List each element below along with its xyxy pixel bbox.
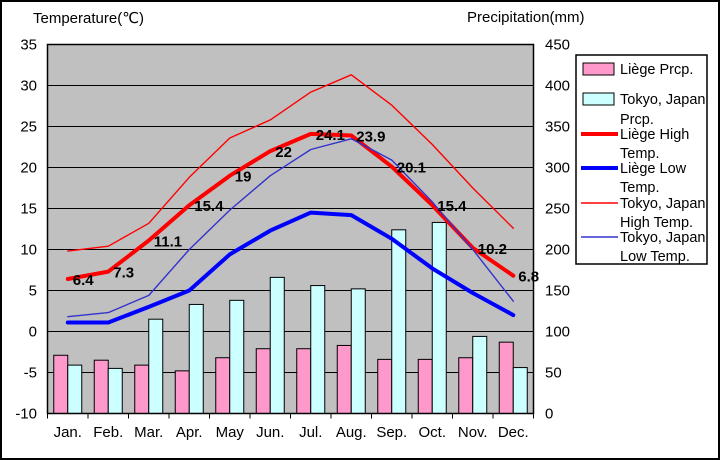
bar-liege-prcp-Nov (458, 357, 474, 414)
legend-label-liege-high-temp-line1: Liège High (620, 127, 689, 143)
x-axis-label-May: May (216, 424, 245, 441)
temp-tick-label-5: 5 (29, 283, 37, 300)
x-axis-label-Jul: Jul. (299, 424, 322, 441)
data-label-liege-high-temp-Mar: 11.1 (154, 233, 182, 250)
precip-tick-label-350: 350 (545, 119, 570, 136)
bar-liege-prcp-Aug (336, 344, 352, 414)
bar-tokyo-prcp-Oct (431, 221, 447, 414)
precip-tick-label-300: 300 (545, 160, 570, 177)
data-label-liege-high-temp-Sep: 20.1 (397, 160, 426, 177)
x-axis-label-Sep: Sep. (376, 424, 407, 441)
legend: Liège Prcp. Tokyo, Japan Prcp.Liège High Te… (575, 54, 708, 265)
x-axis-label-Oct: Oct. (418, 424, 446, 441)
precip-tick-label-0: 0 (545, 406, 553, 423)
temp-tick-label-20: 20 (20, 160, 37, 177)
temp-tick-label--10: -10 (15, 406, 37, 423)
bar-liege-prcp-Mar (134, 364, 150, 414)
line-liege-high-temp (65, 131, 516, 281)
data-label-liege-high-temp-Nov: 10.2 (478, 241, 507, 258)
temp-tick-label-30: 30 (20, 78, 37, 95)
x-axis-label-Dec: Dec. (498, 424, 529, 441)
temp-tick-label--5: -5 (24, 365, 37, 382)
legend-label-liege-high-temp-line2: Temp. (620, 146, 660, 162)
temp-tick-label-35: 35 (20, 37, 37, 54)
bar-tokyo-prcp-May (229, 299, 245, 414)
legend-label-tokyo-high-temp-line2: High Temp. (620, 215, 693, 231)
x-axis-label-Jan: Jan. (54, 424, 82, 441)
bar-tokyo-prcp-Nov (472, 335, 488, 415)
bar-tokyo-prcp-Mar (148, 318, 164, 415)
legend-label-liege-low-temp-line1: Liège Low (620, 161, 687, 177)
legend-label-tokyo-high-temp-line1: Tokyo, Japan (620, 196, 705, 212)
bar-tokyo-prcp-Jan (67, 364, 83, 414)
x-axis-label-Feb: Feb. (93, 424, 123, 441)
bar-tokyo-prcp-Dec (512, 367, 528, 414)
data-label-liege-high-temp-Jan: 6.4 (73, 272, 95, 289)
legend-label-tokyo-low-temp-line1: Tokyo, Japan (620, 230, 705, 246)
legend-swatch-tokyo-prcp (582, 92, 615, 106)
legend-label-liege-prcp-line1: Liège Prcp. (620, 62, 693, 78)
bar-liege-prcp-May (215, 357, 231, 414)
bar-tokyo-prcp-Aug (350, 288, 366, 414)
bar-liege-prcp-Sep (377, 358, 393, 415)
bar-liege-prcp-Jan (53, 354, 69, 414)
legend-box (575, 54, 708, 265)
x-axis-label-Mar: Mar. (134, 424, 163, 441)
data-label-liege-high-temp-Aug: 23.9 (356, 129, 385, 146)
data-label-liege-high-temp-May: 19 (235, 169, 252, 186)
temperature-axis-title: Temperature(℃) (33, 10, 145, 27)
bar-liege-prcp-Feb (93, 359, 109, 415)
bar-liege-prcp-Dec (498, 341, 514, 414)
x-axis-label-Aug: Aug. (336, 424, 367, 441)
precipitation-axis-title: Precipitation(mm) (467, 9, 585, 26)
precip-tick-label-400: 400 (545, 78, 570, 95)
bar-liege-prcp-Jun (255, 348, 271, 414)
legend-label-tokyo-low-temp-line2: Low Temp. (620, 249, 690, 265)
temp-tick-label-10: 10 (20, 242, 37, 259)
bar-liege-prcp-Jul (296, 348, 312, 414)
legend-label-liege-low-temp-line2: Temp. (620, 180, 660, 196)
precip-tick-label-450: 450 (545, 37, 570, 54)
temp-tick-label-25: 25 (20, 119, 37, 136)
precip-tick-label-100: 100 (545, 324, 570, 341)
temp-tick-label-15: 15 (20, 201, 37, 218)
line-tokyo-high-temp (67, 74, 514, 252)
x-axis-label-Apr: Apr. (176, 424, 203, 441)
bar-liege-prcp-Apr (174, 370, 190, 414)
x-axis-label-Nov: Nov. (458, 424, 488, 441)
data-label-liege-high-temp-Dec: 6.8 (518, 269, 539, 286)
precip-tick-label-50: 50 (545, 365, 562, 382)
bar-tokyo-prcp-Jun (269, 276, 285, 414)
precip-tick-label-200: 200 (545, 242, 570, 259)
bar-tokyo-prcp-Sep (391, 229, 407, 414)
x-axis-label-Jun: Jun. (256, 424, 284, 441)
bar-tokyo-prcp-Feb (107, 367, 123, 414)
data-label-liege-high-temp-Oct: 15.4 (437, 198, 467, 215)
legend-label-tokyo-prcp-line1: Tokyo, Japan (620, 92, 705, 108)
legend-label-tokyo-prcp-line2: Prcp. (620, 112, 654, 128)
data-label-liege-high-temp-Apr: 15.4 (194, 198, 224, 215)
precip-tick-label-150: 150 (545, 283, 570, 300)
temp-tick-label-0: 0 (29, 324, 37, 341)
data-label-liege-high-temp-Jun: 22 (275, 144, 292, 161)
line-liege-low-temp (65, 210, 516, 325)
bar-liege-prcp-Oct (417, 358, 433, 415)
data-label-liege-high-temp-Feb: 7.3 (113, 265, 134, 282)
legend-swatch-liege-prcp (582, 62, 615, 76)
data-label-liege-high-temp-Jul: 24.1 (316, 127, 345, 144)
bar-tokyo-prcp-Apr (188, 303, 204, 414)
bar-tokyo-prcp-Jul (310, 285, 326, 414)
precip-tick-label-250: 250 (545, 201, 570, 218)
line-tokyo-low-temp (67, 138, 514, 318)
